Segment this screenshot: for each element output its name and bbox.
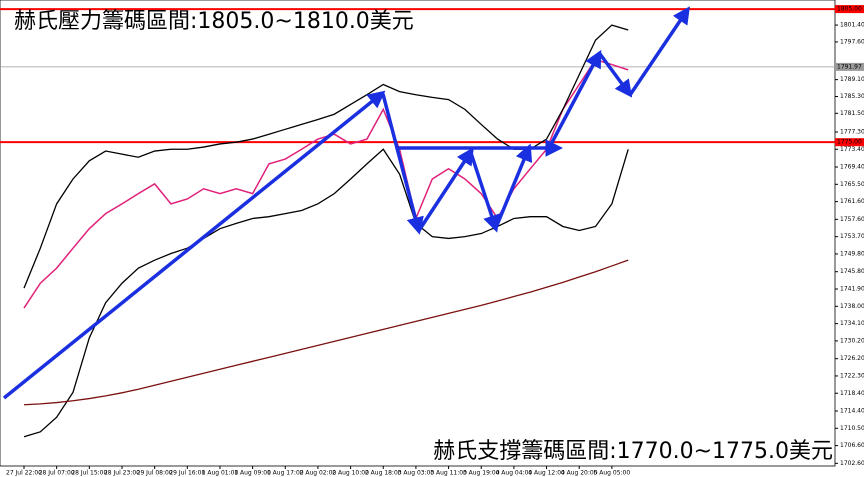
x-tick-label: 1 Aug 01:00	[202, 470, 239, 477]
y-tick-label: 1785.30	[840, 93, 864, 100]
y-tick-label: 1757.60	[840, 216, 864, 223]
y-tick-label: 1761.60	[840, 198, 864, 205]
y-tick-label: 1710.50	[840, 425, 864, 432]
x-tick-label: 3 Aug 19:00	[463, 470, 500, 477]
y-tick-label: 1738.00	[840, 303, 864, 310]
arrow	[468, 149, 501, 233]
y-tick-label: 1797.60	[840, 38, 864, 45]
y-tick-label: 1781.50	[840, 110, 864, 117]
level-label-box	[835, 138, 864, 147]
y-tick-label: 1801.40	[840, 22, 864, 29]
y-tick-label: 1765.50	[840, 181, 864, 188]
y-tick-label: 1777.30	[840, 128, 864, 135]
y-tick-label: 1734.10	[840, 320, 864, 327]
y-tick-label: 1706.60	[840, 442, 864, 449]
x-tick-label: 4 Aug 04:00	[496, 470, 533, 477]
y-tick-label: 1769.40	[840, 164, 864, 171]
x-tick-label: 4 Aug 20:00	[561, 470, 598, 477]
y-tick-label: 1714.40	[840, 407, 864, 414]
x-tick-label: 27 Jul 22:00	[6, 470, 42, 477]
x-tick-label: 29 Jul 08:00	[137, 470, 173, 477]
marks	[0, 8, 835, 438]
plot-frame	[0, 0, 836, 467]
series-line	[23, 259, 629, 406]
level-label: 1805.00	[837, 6, 862, 13]
arrow	[598, 52, 633, 98]
y-tick-label: 1789.10	[840, 76, 864, 83]
arrow	[416, 147, 474, 233]
x-tick-label: 4 Aug 12:00	[528, 470, 565, 477]
x-tick-label: 1 Aug 09:00	[234, 470, 271, 477]
y-tick-label: 1726.20	[840, 355, 864, 362]
x-tick-label: 28 Jul 23:00	[104, 470, 140, 477]
y-tick-label: 1745.80	[840, 268, 864, 275]
x-tick-label: 3 Aug 03:00	[398, 470, 435, 477]
y-tick-label: 1730.20	[840, 337, 864, 344]
x-tick-label: 5 Aug 05:00	[594, 470, 631, 477]
x-tick-label: 29 Jul 16:00	[169, 470, 205, 477]
series-line	[23, 148, 629, 438]
x-tick-label: 28 Jul 07:00	[39, 470, 75, 477]
level-label: 1775.00	[837, 139, 862, 146]
x-tick-label: 2 Aug 10:00	[332, 470, 369, 477]
arrow	[546, 49, 602, 151]
x-tick-label: 2 Aug 18:00	[365, 470, 402, 477]
arrow	[628, 6, 690, 96]
y-tick-label: 1753.70	[840, 233, 864, 240]
y-tick-label: 1718.40	[840, 390, 864, 397]
annotation: 赫氏支撐籌碼區間:1770.0~1775.0美元	[433, 439, 833, 464]
annotation: 赫氏壓力籌碼區間:1805.0~1810.0美元	[14, 9, 414, 34]
y-tick-label: 1702.60	[840, 460, 864, 467]
level-label-box	[835, 62, 864, 71]
trend-arrows	[2, 6, 690, 400]
level-label-box	[835, 5, 864, 14]
arrow	[2, 90, 386, 400]
x-tick-label: 3 Aug 11:00	[430, 470, 467, 477]
y-tick-label: 1773.40	[840, 146, 864, 153]
x-tick-label: 2 Aug 02:00	[300, 470, 337, 477]
y-tick-label: 1741.90	[840, 286, 864, 293]
y-tick-label: 1722.30	[840, 372, 864, 379]
y-tick-label: 1749.80	[840, 250, 864, 257]
x-tick-label: 28 Jul 15:00	[71, 470, 107, 477]
arrow	[493, 143, 533, 231]
level-label: 1791.97	[837, 63, 862, 70]
x-tick-label: 1 Aug 17:00	[267, 470, 304, 477]
